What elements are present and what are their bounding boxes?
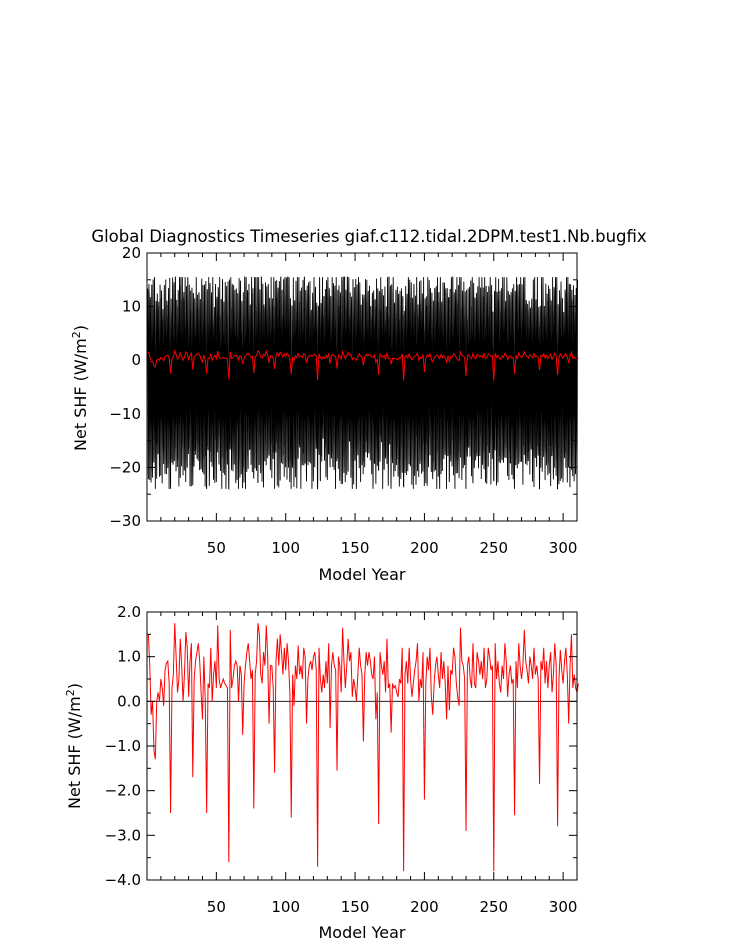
- bottom-y-tick-label: −4.0: [105, 871, 141, 889]
- bottom-panel: 50 100 150 200 250 300 −4.0 −3.0 −2.0 −1.0 0.0 1.0 2…: [64, 603, 579, 942]
- bottom-x-tick-label: 150: [341, 898, 370, 916]
- top-monthly-series-line: [147, 276, 579, 490]
- bottom-x-tick-label: 200: [410, 898, 439, 916]
- bottom-x-tick-label: 50: [207, 898, 226, 916]
- top-y-axis-label: Net SHF (W/m2): [70, 325, 90, 451]
- bottom-y-tick-label: −1.0: [105, 737, 141, 755]
- bottom-y-tick-label: −3.0: [105, 826, 141, 844]
- top-panel: 50 100 150 200 250 300 −30 −20 −10 0 10 20 Model Ye…: [70, 244, 579, 584]
- top-ticks: 50 100 150 200 250 300 −30 −20 −10 0 10 20: [109, 244, 577, 557]
- top-y-tick-label: 0: [131, 351, 141, 369]
- bottom-y-tick-label: −2.0: [105, 782, 141, 800]
- bottom-ticks: 50 100 150 200 250 300 −4.0 −3.0 −2.0 −1.0 0.0 1.0 2…: [105, 603, 578, 916]
- top-plot-area: [147, 276, 579, 490]
- top-y-tick-label: 10: [122, 298, 141, 316]
- top-annual-mean-line: [147, 348, 579, 381]
- top-x-tick-label: 200: [410, 539, 439, 557]
- top-x-tick-label: 150: [341, 539, 370, 557]
- bottom-y-tick-label: 1.0: [117, 648, 141, 666]
- bottom-x-tick-label: 300: [549, 898, 578, 916]
- bottom-x-axis-label: Model Year: [319, 923, 406, 942]
- bottom-annual-mean-line: [147, 623, 579, 872]
- bottom-y-tick-label: 2.0: [117, 603, 141, 621]
- top-y-tick-label: −20: [109, 458, 141, 476]
- chart-title: Global Diagnostics Timeseries giaf.c112.…: [91, 227, 647, 246]
- top-y-tick-label: −30: [109, 512, 141, 530]
- top-x-axis-label: Model Year: [319, 565, 406, 584]
- top-x-tick-label: 250: [479, 539, 508, 557]
- bottom-plot-area: [147, 623, 579, 872]
- bottom-x-tick-label: 100: [271, 898, 300, 916]
- top-x-tick-label: 100: [271, 539, 300, 557]
- bottom-plot-frame: [146, 611, 578, 881]
- top-x-tick-label: 50: [207, 539, 226, 557]
- top-y-tick-label: 20: [122, 244, 141, 262]
- top-x-tick-label: 300: [549, 539, 578, 557]
- bottom-y-tick-label: 0.0: [117, 692, 141, 710]
- bottom-y-axis-label: Net SHF (W/m2): [64, 683, 84, 809]
- top-y-tick-label: −10: [109, 405, 141, 423]
- bottom-x-tick-label: 250: [479, 898, 508, 916]
